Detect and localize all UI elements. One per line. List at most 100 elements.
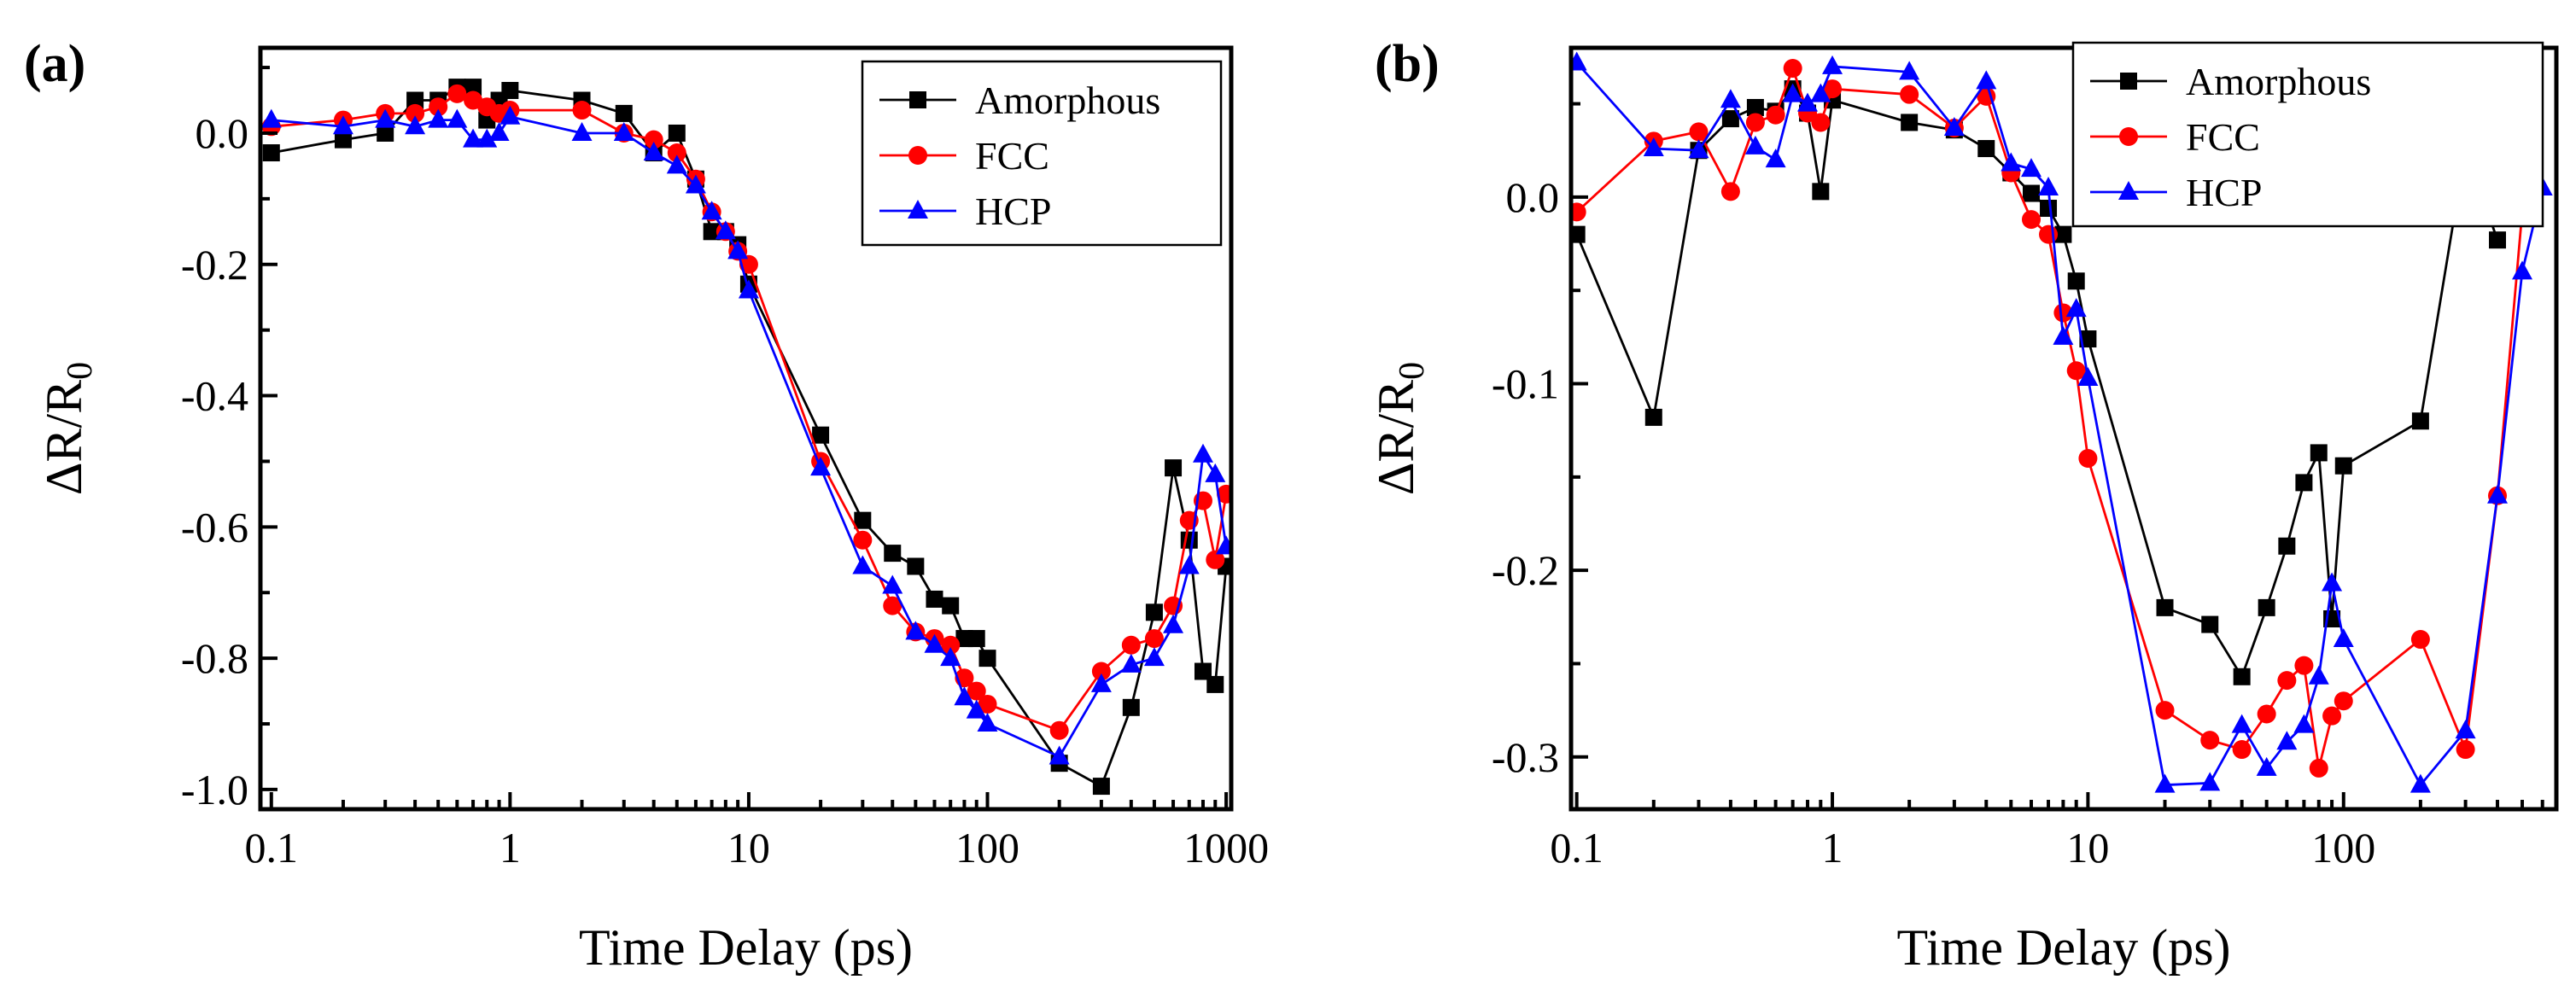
data-point-hcp	[1744, 135, 1766, 155]
data-point-amorphous	[1901, 114, 1919, 131]
data-point-fcc	[1144, 629, 1164, 649]
data-point-hcp	[260, 108, 282, 128]
data-point-hcp	[810, 457, 832, 476]
y-tick-label: 0.0	[196, 109, 249, 157]
data-point-amorphous	[2022, 184, 2040, 202]
data-point-hcp	[2455, 720, 2476, 739]
legend-marker-amorphous	[2120, 73, 2137, 90]
x-axis-label: Time Delay (ps)	[1896, 919, 2230, 976]
data-point-hcp	[882, 574, 903, 594]
data-point-hcp	[476, 128, 498, 148]
data-point-hcp	[905, 621, 926, 640]
y-tick-label: 0.0	[1506, 173, 1560, 221]
data-point-hcp	[1765, 149, 1786, 168]
data-point-fcc	[1900, 85, 1919, 104]
data-point-fcc	[2021, 210, 2041, 230]
data-point-hcp	[1090, 673, 1112, 692]
x-tick-label: 1000	[1183, 824, 1269, 872]
legend-label-hcp: HCP	[975, 189, 1051, 233]
data-point-fcc	[2066, 361, 2086, 381]
data-point-amorphous	[2278, 537, 2296, 555]
data-point-fcc	[667, 143, 686, 163]
data-point-hcp	[1797, 92, 1819, 112]
data-point-amorphous	[907, 557, 925, 575]
data-point-amorphous	[1644, 408, 1662, 426]
data-point-fcc	[2200, 731, 2220, 750]
data-point-fcc	[1121, 635, 1141, 655]
data-point-fcc	[853, 530, 873, 550]
panel-label: (a)	[24, 35, 85, 93]
data-point-amorphous	[615, 104, 633, 122]
data-point-hcp	[1120, 653, 1142, 673]
data-point-fcc	[2410, 630, 2430, 650]
data-point-fcc	[941, 635, 961, 655]
data-point-fcc	[1206, 550, 1225, 569]
y-tick-label: -0.8	[181, 634, 248, 682]
data-point-hcp	[1782, 83, 1803, 102]
data-point-fcc	[978, 694, 997, 714]
data-point-hcp	[332, 115, 353, 135]
data-point-hcp	[2293, 714, 2315, 733]
data-point-amorphous	[703, 223, 721, 241]
data-point-fcc	[2309, 758, 2328, 778]
data-point-hcp	[2020, 158, 2042, 178]
x-axis-label: Time Delay (ps)	[579, 919, 913, 976]
y-tick-label: -1.0	[181, 766, 248, 813]
data-point-fcc	[883, 596, 902, 615]
data-point-fcc	[1689, 122, 1709, 142]
data-point-fcc	[2294, 656, 2314, 675]
data-point-fcc	[2053, 303, 2073, 323]
y-tick-label: -0.2	[181, 241, 248, 289]
data-point-hcp	[954, 686, 975, 706]
data-point-fcc	[2456, 740, 2475, 760]
y-tick-label: -0.6	[181, 503, 248, 551]
data-point-hcp	[940, 647, 961, 667]
data-point-amorphous	[2040, 200, 2058, 218]
plot-area	[260, 79, 1231, 796]
legend-label-amorphous: Amorphous	[975, 79, 1160, 122]
data-point-fcc	[739, 254, 758, 274]
data-point-hcp	[2065, 298, 2087, 318]
data-point-amorphous	[262, 144, 280, 162]
data-point-amorphous	[1977, 140, 1995, 158]
legend-marker-hcp	[2118, 181, 2139, 200]
data-point-amorphous	[377, 124, 394, 142]
data-point-hcp	[1216, 535, 1231, 555]
data-point-amorphous	[1092, 778, 1110, 796]
data-point-amorphous	[2201, 615, 2219, 633]
data-point-amorphous	[501, 81, 519, 99]
data-point-hcp	[2308, 665, 2329, 685]
data-point-hcp	[1049, 745, 1070, 765]
data-point-hcp	[1688, 139, 1709, 159]
data-point-hcp	[2001, 152, 2022, 172]
data-point-amorphous	[2054, 225, 2072, 243]
data-point-hcp	[701, 201, 722, 220]
data-point-amorphous	[967, 630, 985, 648]
data-point-amorphous	[2156, 598, 2174, 616]
data-point-amorphous	[2295, 474, 2313, 492]
data-point-hcp	[375, 108, 396, 128]
data-point-amorphous	[2233, 668, 2251, 685]
data-point-hcp	[1822, 55, 1843, 74]
data-point-hcp	[428, 108, 449, 128]
panel-label: (b)	[1375, 35, 1440, 93]
data-point-hcp	[2322, 572, 2343, 592]
legend: Amorphous FCC HCP	[861, 60, 1223, 247]
data-point-hcp	[1192, 443, 1213, 463]
data-point-fcc	[2232, 740, 2252, 760]
data-point-fcc	[1049, 720, 1069, 740]
data-point-hcp	[715, 220, 736, 240]
data-point-amorphous	[812, 426, 830, 444]
x-tick-label: 10	[727, 824, 770, 872]
data-point-amorphous	[334, 131, 352, 149]
data-point-fcc	[2322, 706, 2342, 726]
data-point-hcp	[1205, 463, 1226, 482]
chart-panel-a: (a) 0.1 1 10 100 1000 0.0 -0.2 -0.4 -0.6 -0.8 -1.0 T…	[24, 35, 1269, 976]
legend: Amorphous FCC HCP	[2071, 41, 2544, 228]
data-point-hcp	[1178, 555, 1200, 574]
data-point-fcc	[1571, 202, 1586, 222]
data-point-amorphous	[1206, 675, 1224, 693]
data-point-fcc	[1745, 113, 1765, 132]
y-tick-label: -0.3	[1492, 733, 1559, 781]
